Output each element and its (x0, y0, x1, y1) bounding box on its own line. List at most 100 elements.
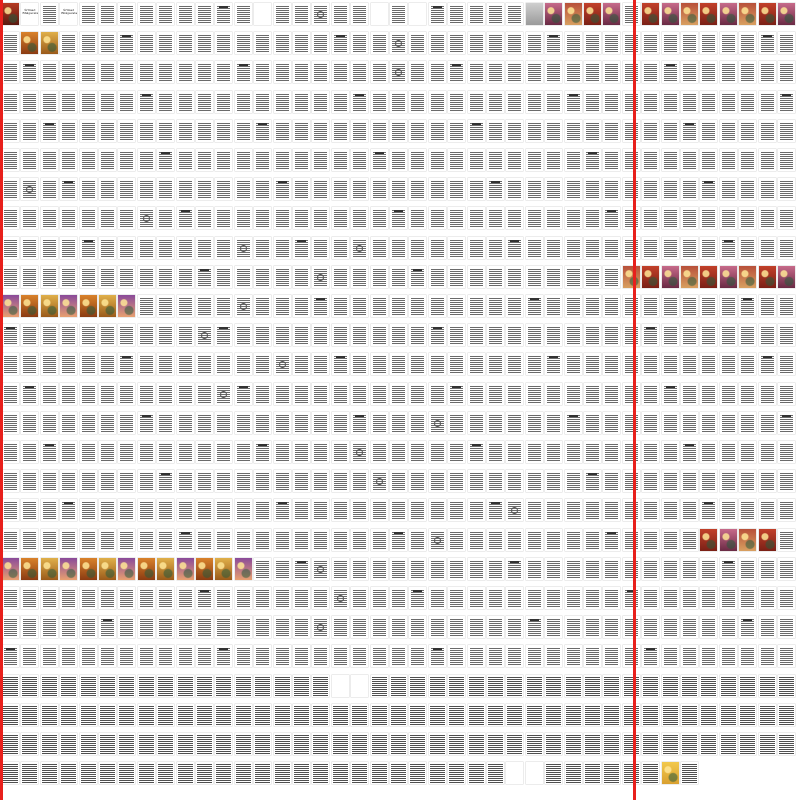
page-thumbnail[interactable] (584, 703, 601, 726)
page-thumbnail[interactable] (428, 295, 446, 317)
page-thumbnail[interactable] (428, 528, 446, 551)
page-thumbnail[interactable] (2, 587, 19, 609)
page-thumbnail[interactable] (157, 557, 175, 580)
page-thumbnail[interactable] (99, 703, 116, 726)
page-thumbnail[interactable] (254, 149, 272, 171)
page-thumbnail[interactable] (157, 733, 175, 755)
page-thumbnail[interactable] (758, 90, 776, 113)
page-thumbnail[interactable] (390, 265, 407, 288)
page-thumbnail[interactable] (642, 324, 660, 347)
page-thumbnail[interactable] (196, 3, 213, 25)
page-thumbnail[interactable] (739, 470, 757, 493)
page-thumbnail[interactable] (525, 411, 543, 434)
page-thumbnail[interactable] (312, 733, 330, 755)
page-thumbnail[interactable] (215, 499, 233, 522)
page-thumbnail[interactable] (603, 557, 621, 580)
page-thumbnail[interactable] (467, 119, 485, 142)
page-thumbnail[interactable] (293, 353, 310, 376)
page-thumbnail[interactable] (2, 703, 19, 726)
page-thumbnail[interactable] (331, 411, 349, 434)
page-thumbnail[interactable] (312, 587, 330, 609)
page-thumbnail[interactable] (293, 61, 310, 84)
page-thumbnail[interactable] (390, 324, 407, 347)
page-thumbnail[interactable] (157, 411, 175, 434)
page-thumbnail[interactable] (137, 499, 155, 522)
page-thumbnail[interactable] (584, 149, 601, 171)
page-thumbnail[interactable] (428, 61, 446, 84)
page-thumbnail[interactable] (40, 382, 58, 405)
page-thumbnail[interactable] (79, 324, 97, 347)
page-thumbnail[interactable] (758, 703, 776, 726)
page-thumbnail[interactable] (254, 178, 272, 201)
page-thumbnail[interactable] (545, 61, 563, 84)
page-thumbnail[interactable] (273, 470, 291, 493)
page-thumbnail[interactable] (254, 470, 272, 493)
page-thumbnail[interactable] (428, 703, 446, 726)
page-thumbnail[interactable] (525, 149, 543, 171)
page-thumbnail[interactable] (234, 236, 252, 259)
page-thumbnail[interactable] (234, 149, 252, 171)
page-thumbnail[interactable] (79, 61, 97, 84)
page-thumbnail[interactable] (428, 236, 446, 259)
page-thumbnail[interactable] (254, 703, 272, 726)
page-thumbnail[interactable] (351, 733, 369, 755)
page-thumbnail[interactable] (21, 295, 39, 317)
page-thumbnail[interactable] (157, 353, 175, 376)
page-thumbnail[interactable] (215, 353, 233, 376)
page-thumbnail[interactable] (700, 178, 718, 201)
page-thumbnail[interactable] (584, 207, 601, 230)
page-thumbnail[interactable] (700, 470, 718, 493)
page-thumbnail[interactable] (681, 207, 698, 230)
page-thumbnail[interactable] (254, 265, 272, 288)
page-thumbnail[interactable] (642, 236, 660, 259)
page-thumbnail[interactable] (351, 470, 369, 493)
page-thumbnail[interactable] (642, 470, 660, 493)
page-thumbnail[interactable] (40, 119, 58, 142)
page-thumbnail[interactable] (370, 149, 388, 171)
page-thumbnail[interactable] (254, 762, 272, 785)
page-thumbnail[interactable] (758, 470, 776, 493)
page-thumbnail[interactable] (331, 265, 349, 288)
page-thumbnail[interactable] (118, 557, 136, 580)
page-thumbnail[interactable] (21, 616, 39, 639)
page-thumbnail[interactable] (622, 119, 640, 142)
page-thumbnail[interactable] (312, 207, 330, 230)
page-thumbnail[interactable] (79, 674, 97, 697)
page-thumbnail[interactable] (2, 32, 19, 55)
page-thumbnail[interactable] (234, 470, 252, 493)
page-thumbnail[interactable] (118, 90, 136, 113)
page-thumbnail[interactable] (428, 645, 446, 668)
page-thumbnail[interactable] (40, 499, 58, 522)
page-thumbnail[interactable] (506, 324, 524, 347)
page-thumbnail[interactable] (176, 90, 194, 113)
page-thumbnail[interactable] (409, 470, 427, 493)
page-thumbnail[interactable] (312, 353, 330, 376)
page-thumbnail[interactable] (545, 265, 563, 288)
page-thumbnail[interactable] (293, 441, 310, 463)
page-thumbnail[interactable] (254, 616, 272, 639)
page-thumbnail[interactable] (215, 411, 233, 434)
page-thumbnail[interactable] (739, 587, 757, 609)
page-thumbnail[interactable] (99, 733, 116, 755)
page-thumbnail[interactable] (60, 441, 78, 463)
page-thumbnail[interactable] (390, 645, 407, 668)
page-thumbnail[interactable] (331, 645, 349, 668)
page-thumbnail[interactable] (390, 236, 407, 259)
page-thumbnail[interactable] (409, 149, 427, 171)
page-thumbnail[interactable] (681, 295, 698, 317)
page-thumbnail[interactable] (234, 557, 252, 580)
page-thumbnail[interactable] (390, 295, 407, 317)
page-thumbnail[interactable] (273, 90, 291, 113)
page-thumbnail[interactable] (700, 557, 718, 580)
page-thumbnail[interactable] (603, 90, 621, 113)
page-thumbnail[interactable] (739, 3, 757, 25)
page-thumbnail[interactable] (681, 441, 698, 463)
page-thumbnail[interactable] (21, 353, 39, 376)
page-thumbnail[interactable] (661, 528, 679, 551)
page-thumbnail[interactable] (525, 353, 543, 376)
page-thumbnail[interactable] (215, 703, 233, 726)
page-thumbnail[interactable] (234, 324, 252, 347)
page-thumbnail[interactable] (273, 762, 291, 785)
page-thumbnail[interactable] (564, 119, 582, 142)
page-thumbnail[interactable] (390, 557, 407, 580)
